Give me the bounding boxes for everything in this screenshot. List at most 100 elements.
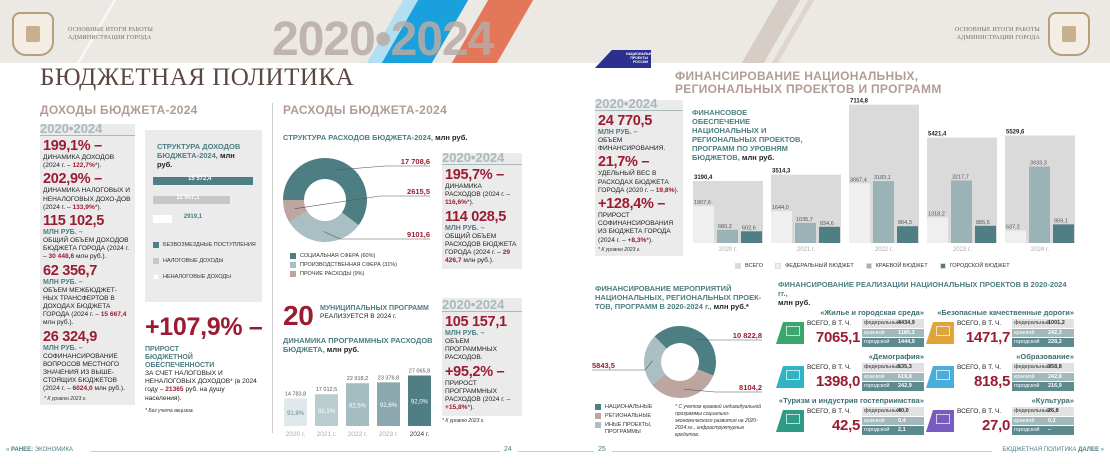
legend-swatch bbox=[290, 253, 296, 259]
funding-value: 0,2 bbox=[1048, 417, 1056, 424]
funding-value: 242,3 bbox=[1048, 329, 1062, 336]
stat-text-main: ПРИРОСТ СОФИНАНСИРОВАНИЯ ИЗ БЮДЖЕТА ГОРО… bbox=[598, 212, 674, 244]
stat-text: ОБЩИЙ ОБЪЕМ ДОХОДОВ БЮДЖЕТА ГОРОДА (2024… bbox=[43, 237, 132, 262]
years-banner: 2020•2024 bbox=[272, 13, 494, 66]
legend-label: ПРОЧИЕ РАСХОДЫ (9%) bbox=[300, 271, 365, 277]
expenses-title: РАСХОДЫ БЮДЖЕТА-2024 bbox=[283, 103, 448, 117]
income-structure-title: СТРУКТУРА ДОХОДОВ БЮДЖЕТА-2024, млн руб. bbox=[157, 142, 241, 169]
project-title: «Образование» bbox=[1016, 352, 1074, 361]
project-funding-row: краевой 242,3 bbox=[1012, 328, 1074, 337]
stat-value: +128,4% – bbox=[598, 196, 666, 213]
project-funding-row: городской 2,1 bbox=[862, 426, 924, 435]
levels-bar-chart: 3190,4 1907,6 680,2 602,6 2020 г. 3514,3 1644,… bbox=[693, 99, 1075, 253]
project-logo-inner bbox=[786, 414, 800, 424]
stat-text-post: млн руб.). bbox=[43, 319, 74, 327]
stat-text-post: *). bbox=[467, 199, 474, 207]
stat-item: 114 028,5 МЛН РУБ. – ОБЩИЙ ОБЪЕМ РАСХОДОВ … bbox=[445, 209, 519, 266]
funding-level-label: городской bbox=[1014, 383, 1040, 389]
year-tick-label: 2020 г. bbox=[286, 431, 306, 438]
stat-highlight: 6024,0 bbox=[72, 385, 93, 393]
levels-legend-item: КРАЕВОЙ БЮДЖЕТ bbox=[865, 263, 928, 272]
project-logo-icon bbox=[926, 322, 954, 344]
year-tick-label: 2020 г. bbox=[719, 247, 737, 253]
legend-swatch bbox=[775, 263, 782, 269]
prev-link[interactable]: « РАНЕЕ: ЭКОНОМИКА bbox=[6, 447, 74, 453]
leader-line bbox=[294, 195, 430, 209]
stat-highlight: +15,8% bbox=[445, 404, 468, 412]
project-card: «Жилье и городская среда» ВСЕГО, В Т. Ч. 7… bbox=[776, 308, 924, 350]
stat-text-main: ОБЪЕМ МЕЖБЮДЖЕТ-НЫХ ТРАНСФЕРТОВ В ДОХОДА… bbox=[43, 286, 118, 319]
level-value-label: 1035,7 bbox=[796, 217, 813, 223]
bar-value-label: 23 376,8 bbox=[378, 375, 399, 381]
project-logo-icon bbox=[926, 366, 954, 388]
stat-unit: МЛН РУБ. – bbox=[43, 278, 83, 286]
levels-legend-item: ГОРОДСКОЙ БЮДЖЕТ bbox=[939, 263, 1010, 272]
stat-text-main: УДЕЛЬНЫЙ ВЕС В РАСХОДАХ БЮДЖЕТА ГОРОДА (… bbox=[598, 170, 669, 194]
year-tick-label: 2022 г. bbox=[348, 431, 368, 438]
legend-label: ПРОИЗВОДСТВЕННАЯ СФЕРА (31%) bbox=[300, 262, 398, 268]
footnote: * К уровню 2023 г. bbox=[44, 395, 87, 402]
legend-label: СОЦИАЛЬНАЯ СФЕРА (60%) bbox=[300, 253, 376, 259]
level-bar bbox=[795, 222, 816, 243]
project-funding-row: федеральный 1001,2 bbox=[1012, 319, 1074, 328]
stat-unit: МЛН РУБ. – bbox=[43, 229, 83, 237]
project-logo-inner bbox=[936, 414, 950, 424]
level-value-label: 3067,4 bbox=[850, 177, 867, 183]
income-title: ДОХОДЫ БЮДЖЕТА-2024 bbox=[40, 103, 198, 117]
stat-item: 202,9% – ДИНАМИКА НАЛОГОВЫХ И НЕНАЛОГОВЫХ… bbox=[43, 172, 132, 212]
project-logo-icon bbox=[926, 410, 954, 432]
funding-level-label: городской bbox=[864, 339, 890, 345]
leader-line bbox=[334, 165, 430, 171]
level-value-label: 602,6 bbox=[742, 225, 756, 231]
donut-legend-item: СОЦИАЛЬНАЯ СФЕРА (60%) bbox=[290, 253, 430, 262]
year-tick-label: 2023 г. bbox=[379, 431, 399, 438]
year-tick-label: 2023 г. bbox=[953, 247, 971, 253]
programs-count: 20 bbox=[283, 300, 314, 331]
stat-item: +95,2% – ПРИРОСТ ПРОГРАММНЫХ РАСХОДОВ (20… bbox=[445, 364, 519, 413]
total-value-label: 5421,4 bbox=[928, 132, 947, 138]
stat-value: 24 770,5 bbox=[598, 113, 653, 129]
project-card: «Безопасные качественные дороги» ВСЕГО, В… bbox=[926, 308, 1074, 350]
donut-legend-item: ИНЫЕ ПРОЕКТЫ, ПРОГРАММЫ bbox=[595, 422, 669, 436]
legend-label: БЕЗВОЗМЕЗДНЫЕ ПОСТУПЛЕНИЯ bbox=[163, 242, 256, 248]
project-total: 7065,1 bbox=[815, 329, 860, 346]
stat-unit: МЛН РУБ. – bbox=[445, 224, 485, 232]
stat-text-post: *). bbox=[94, 162, 102, 170]
project-funding-row: городской 216,9 bbox=[1012, 382, 1074, 391]
bar-share-label: 92,6% bbox=[380, 403, 398, 409]
stat-text: СОФИНАНСИРОВАНИЕ ВОПРОСОВ МЕСТНОГО ЗНАЧЕ… bbox=[43, 353, 132, 394]
footnote: * С учетом краевой индивидуальной програ… bbox=[675, 404, 762, 438]
project-logo-inner bbox=[936, 326, 950, 336]
total-label: ВСЕГО, В Т. Ч. bbox=[957, 408, 1002, 415]
project-logo-icon bbox=[776, 410, 804, 432]
funding-value: 1001,2 bbox=[1048, 320, 1065, 326]
project-funding-row: федеральный 4434,9 bbox=[862, 319, 924, 328]
donut-slice bbox=[652, 369, 714, 398]
level-value-label: 1644,0 bbox=[772, 205, 789, 211]
funding-value: 358,8 bbox=[1048, 364, 1062, 370]
funding-level-label: краевой bbox=[864, 373, 885, 380]
donut-value-label: 10 822,8 bbox=[733, 331, 762, 340]
stat-item: 62 356,7 МЛН РУБ. – ОБЪЕМ МЕЖБЮДЖЕТ-НЫХ ТР… bbox=[43, 263, 132, 328]
funding-level-label: городской bbox=[864, 427, 890, 433]
project-title: «Безопасные качественные дороги» bbox=[937, 308, 1074, 317]
stat-unit: МЛН РУБ. – bbox=[43, 344, 83, 352]
levels-legend-item: ВСЕГО bbox=[735, 263, 763, 272]
donut-legend-item: НАЦИОНАЛЬНЫЕ bbox=[595, 404, 669, 413]
level-bar bbox=[849, 183, 870, 243]
program-bar bbox=[346, 383, 369, 426]
level-value-label: 959,1 bbox=[1054, 218, 1068, 224]
funding-level-label: краевой bbox=[1014, 329, 1035, 336]
bar-value-label: 14 783,8 bbox=[285, 391, 306, 397]
stat-text-post: млн руб.). bbox=[92, 385, 125, 393]
funding-value: 1185,3 bbox=[898, 329, 915, 336]
header-band bbox=[0, 0, 1110, 63]
project-title: «Демография» bbox=[868, 352, 924, 361]
stat-unit: МЛН РУБ. – bbox=[598, 129, 638, 136]
project-total: 818,5 bbox=[973, 373, 1010, 390]
funding-level-label: городской bbox=[864, 383, 890, 389]
funding-value: 40,0 bbox=[898, 408, 909, 414]
next-link[interactable]: БЮДЖЕТНАЯ ПОЛИТИКА ДАЛЕЕ » bbox=[1002, 447, 1104, 453]
stat-item: +128,4% – ПРИРОСТ СОФИНАНСИРОВАНИЯ ИЗ БЮД… bbox=[598, 197, 680, 245]
project-total: 1398,0 bbox=[815, 373, 860, 390]
